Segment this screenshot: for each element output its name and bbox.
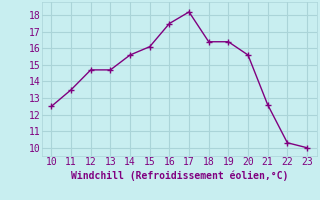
X-axis label: Windchill (Refroidissement éolien,°C): Windchill (Refroidissement éolien,°C) [70,170,288,181]
